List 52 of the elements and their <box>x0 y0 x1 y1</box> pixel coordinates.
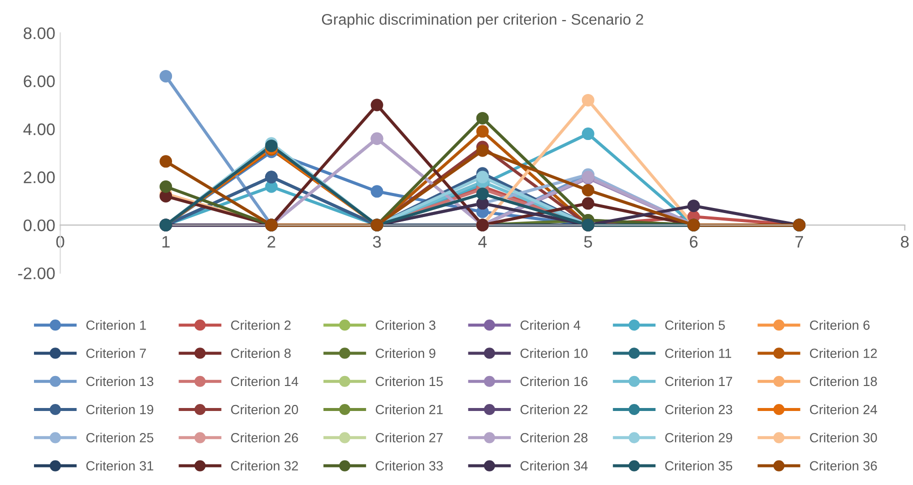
legend-label: Criterion 8 <box>231 348 291 358</box>
legend-label: Criterion 26 <box>231 432 298 442</box>
legend-label: Criterion 25 <box>86 432 154 442</box>
legend-label: Criterion 15 <box>376 376 443 386</box>
legend-label: Criterion 21 <box>376 404 443 414</box>
legend-label: Criterion 5 <box>665 320 725 330</box>
legend-label: Criterion 4 <box>520 320 580 330</box>
x-tick-label: 6 <box>690 236 698 248</box>
legend-label: Criterion 2 <box>231 320 291 330</box>
x-tick-label: 2 <box>268 236 276 248</box>
legend-label: Criterion 35 <box>665 460 732 471</box>
y-tick-label: 4.00 <box>23 123 55 136</box>
y-tick-label: 8.00 <box>24 27 55 40</box>
legend-label: Criterion 9 <box>376 348 436 358</box>
legend-label: Criterion 34 <box>520 460 588 471</box>
y-tick-label: 6.00 <box>24 75 55 88</box>
x-tick-label: 1 <box>162 236 170 248</box>
x-tick-label: 5 <box>584 236 592 248</box>
legend-label: Criterion 32 <box>231 460 298 471</box>
chart-title: Graphic discrimination per criterion - Scenario 2 <box>322 14 644 28</box>
legend-label: Criterion 23 <box>665 404 732 414</box>
legend-label: Criterion 10 <box>520 348 588 358</box>
legend-label: Criterion 20 <box>231 404 298 414</box>
legend-label: Criterion 18 <box>810 376 877 386</box>
legend-label: Criterion 1 <box>86 320 146 330</box>
y-tick-label: 0.00 <box>24 219 55 232</box>
legend-label: Criterion 33 <box>376 460 443 471</box>
legend-label: Criterion 36 <box>810 460 877 471</box>
legend-label: Criterion 3 <box>376 320 436 330</box>
legend-label: Criterion 22 <box>520 404 588 414</box>
legend-label: Criterion 6 <box>810 320 870 330</box>
legend-label: Criterion 14 <box>231 376 298 386</box>
legend-label: Criterion 27 <box>376 432 443 442</box>
legend-label: Criterion 19 <box>86 404 154 414</box>
x-tick-label: 7 <box>795 236 804 248</box>
legend-label: Criterion 12 <box>810 348 877 358</box>
legend-label: Criterion 24 <box>810 404 878 414</box>
legend-label: Criterion 29 <box>665 432 732 442</box>
legend-label: Criterion 13 <box>86 376 154 386</box>
legend-label: Criterion 30 <box>810 432 877 442</box>
legend-label: Criterion 11 <box>665 348 732 358</box>
x-tick-label: 4 <box>478 236 487 248</box>
x-tick-label: 8 <box>900 236 909 248</box>
legend-label: Criterion 7 <box>86 348 146 358</box>
x-tick-label: 0 <box>56 236 64 248</box>
y-tick-label: -2.00 <box>18 267 55 280</box>
x-tick-label: 3 <box>372 236 381 248</box>
legend-label: Criterion 31 <box>86 460 154 471</box>
legend-label: Criterion 28 <box>520 432 588 442</box>
legend-label: Criterion 16 <box>520 376 588 386</box>
y-tick-label: 2.00 <box>24 171 55 184</box>
legend-label: Criterion 17 <box>665 376 732 386</box>
